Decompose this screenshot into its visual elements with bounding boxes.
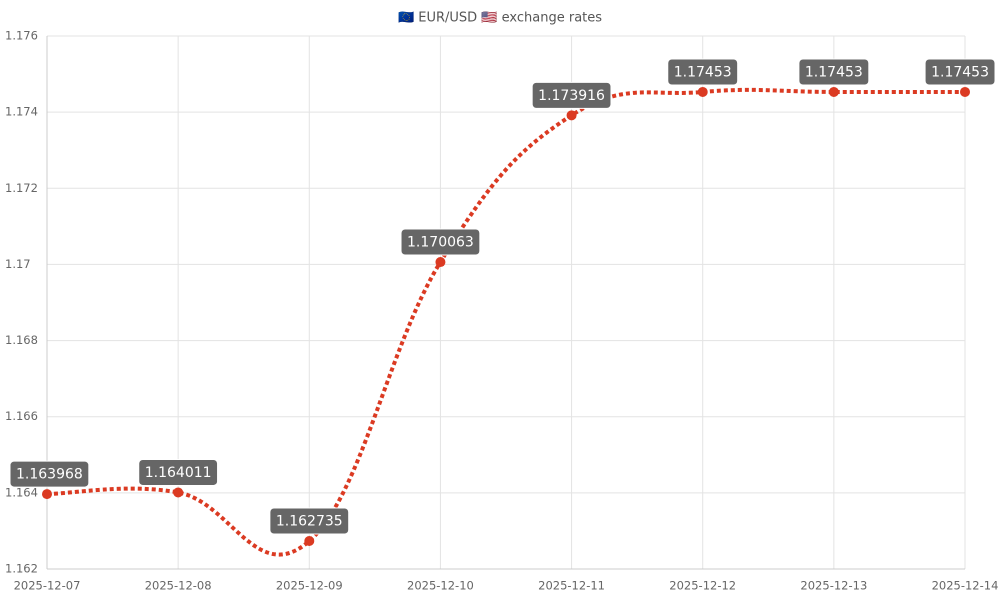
x-tick-label: 2025-12-14 <box>932 579 999 593</box>
x-tick-label: 2025-12-11 <box>538 579 605 593</box>
point <box>304 536 315 547</box>
value-label-box <box>667 58 739 86</box>
value-label: 1.170063 <box>400 228 481 256</box>
value-label-box <box>9 460 90 488</box>
x-tick-label: 2025-12-08 <box>145 579 212 593</box>
y-tick-label: 1.17 <box>5 257 31 271</box>
value-label-box <box>924 58 996 86</box>
x-tick-label: 2025-12-07 <box>14 579 81 593</box>
value-label-box <box>138 458 219 486</box>
value-label: 1.17453 <box>667 58 739 86</box>
value-label-box <box>531 81 612 109</box>
point <box>828 86 839 97</box>
value-label-box <box>798 58 870 86</box>
value-label: 1.162735 <box>269 507 350 535</box>
value-label-text: 1.162735 <box>276 514 343 530</box>
y-tick-label: 1.168 <box>5 333 38 347</box>
point <box>566 110 577 121</box>
y-tick-label: 1.164 <box>5 485 38 499</box>
point <box>42 489 52 500</box>
value-label-text: 1.163968 <box>16 467 83 483</box>
value-label: 1.173916 <box>531 81 612 109</box>
point <box>697 86 708 97</box>
value-label: 1.17453 <box>798 58 870 86</box>
value-label: 1.164011 <box>138 458 219 486</box>
chart-title: 🇪🇺 EUR/USD 🇺🇸 exchange rates <box>398 11 602 26</box>
point <box>435 257 446 268</box>
value-label-text: 1.164011 <box>145 465 212 481</box>
value-label: 1.17453 <box>924 58 996 86</box>
y-tick-label: 1.172 <box>5 181 38 195</box>
point <box>960 86 970 97</box>
value-label-text: 1.17453 <box>931 64 989 80</box>
x-tick-label: 2025-12-10 <box>407 579 474 593</box>
value-label-box <box>269 507 350 535</box>
value-label-text: 1.17453 <box>805 64 863 80</box>
value-label: 1.163968 <box>9 460 90 488</box>
x-tick-label: 2025-12-13 <box>800 579 867 593</box>
x-tick-label: 2025-12-09 <box>276 579 343 593</box>
value-label-text: 1.170063 <box>407 235 474 251</box>
x-tick-label: 2025-12-12 <box>669 579 736 593</box>
y-tick-label: 1.174 <box>5 105 38 119</box>
value-label-text: 1.173916 <box>538 88 605 104</box>
value-label-text: 1.17453 <box>674 64 732 80</box>
y-tick-label: 1.176 <box>5 29 38 43</box>
point <box>173 487 184 498</box>
y-tick-label: 1.166 <box>5 409 38 423</box>
value-label-box <box>400 228 481 256</box>
y-tick-label: 1.162 <box>5 562 38 576</box>
line <box>46 87 965 557</box>
